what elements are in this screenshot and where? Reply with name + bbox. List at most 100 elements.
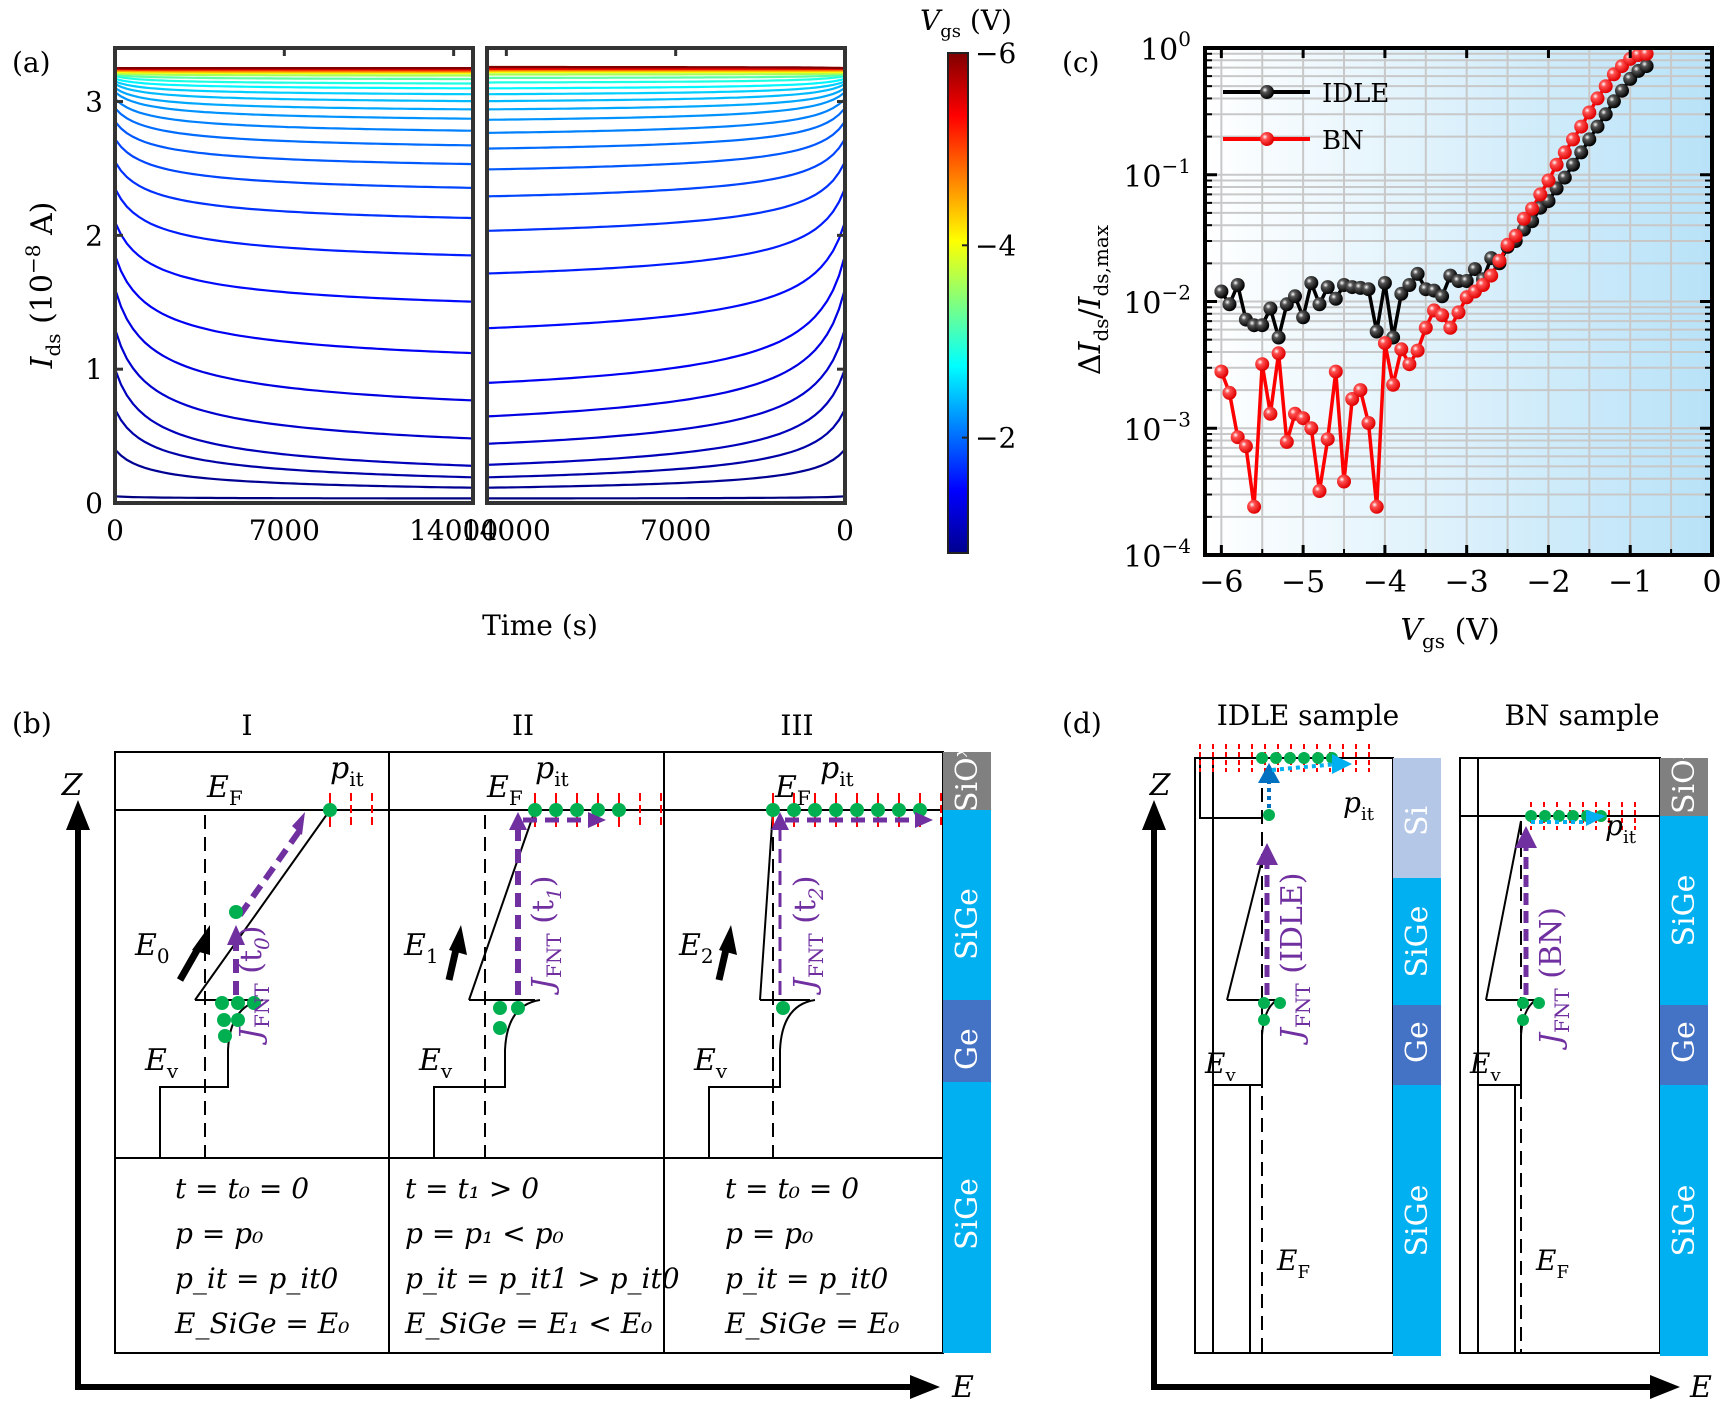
c-point-idle bbox=[1410, 266, 1425, 281]
d-layer-sige bbox=[1660, 1085, 1708, 1356]
a-stress-curve bbox=[114, 71, 474, 75]
valence-band-edge bbox=[708, 999, 816, 1158]
layer-sige-top bbox=[943, 810, 991, 1000]
condition-text: p = p₀ bbox=[175, 1217, 263, 1250]
c-point-bn bbox=[1549, 157, 1564, 172]
tunneling-arrowhead-icon bbox=[509, 812, 527, 830]
c-point-idle bbox=[1377, 276, 1392, 290]
c-point-bn bbox=[1296, 411, 1311, 426]
a-recovery-curve bbox=[487, 495, 846, 500]
a-recovery-curve bbox=[486, 107, 846, 150]
d-label-pit: pit bbox=[1343, 786, 1375, 825]
label-jfnt-text: JFNT (t2) bbox=[788, 876, 828, 997]
a-stress-curve bbox=[113, 328, 474, 440]
band-slope bbox=[468, 809, 536, 1001]
a-xtick-label: 0 bbox=[106, 514, 124, 547]
c-ticks: −6 −5 −4 −3 −2 −1 0 10−4 10−3 10−2 10−1 100 bbox=[1123, 27, 1721, 600]
a-stress-curve bbox=[114, 73, 473, 81]
c-point-bn bbox=[1418, 320, 1433, 335]
colorbar-tick-label: −4 bbox=[975, 229, 1016, 262]
d-layer-sige bbox=[1393, 1085, 1441, 1356]
c-xtick-label: −5 bbox=[1281, 565, 1325, 600]
c-point-bn bbox=[1508, 228, 1523, 243]
c-xtick-label: −3 bbox=[1445, 565, 1489, 600]
c-point-idle bbox=[1304, 276, 1319, 290]
panel-label-d: (d) bbox=[1062, 707, 1102, 740]
layer-label-siox: SiOx bbox=[948, 746, 985, 812]
trapped-hole-dot bbox=[808, 803, 822, 817]
c-point-bn bbox=[1402, 357, 1417, 372]
label-ev: Ev bbox=[418, 1043, 453, 1083]
c-xtick-label: 0 bbox=[1702, 565, 1721, 600]
d-z-arrowhead-icon bbox=[1142, 800, 1166, 830]
d-layer-si bbox=[1393, 758, 1441, 878]
b-column-2: EF Ev pit E1 JFNT (t1) bbox=[403, 751, 662, 1158]
a-stress-frame bbox=[113, 46, 475, 505]
a-xtick-label: 0 bbox=[836, 514, 854, 547]
c-point-bn bbox=[1255, 357, 1270, 372]
label-pit: pit bbox=[330, 751, 364, 791]
d-layer-sio bbox=[1660, 758, 1708, 816]
d-cyan-arrow bbox=[1271, 762, 1338, 772]
d-label-ef: EF bbox=[1276, 1244, 1310, 1283]
c-point-bn bbox=[1639, 46, 1654, 61]
c-y-axis-label: ΔIds/Ids,max bbox=[1073, 224, 1113, 375]
trapped-hole-dot bbox=[871, 803, 885, 817]
a-recovery-curve bbox=[486, 188, 847, 275]
c-point-bn bbox=[1328, 364, 1343, 379]
a-recovery-frame-bg bbox=[487, 48, 845, 503]
b-e-axis-label: E bbox=[951, 1370, 974, 1405]
legend-marker-bn bbox=[1260, 132, 1274, 146]
field-arrowhead-icon bbox=[719, 925, 737, 955]
a-stress-curve bbox=[114, 138, 474, 189]
layer-sige-bottom bbox=[943, 1082, 991, 1353]
a-stress-curve bbox=[114, 495, 473, 500]
condition-text: E_SiGe = E₀ bbox=[724, 1307, 899, 1340]
hole-dot bbox=[215, 996, 229, 1010]
title-bn-sample: BN sample bbox=[1504, 699, 1659, 732]
a-recovery-curve bbox=[487, 83, 846, 103]
c-point-bn bbox=[1533, 187, 1548, 202]
trapped-hole-dot bbox=[549, 803, 563, 817]
d-layer-label: Ge bbox=[1667, 1021, 1702, 1063]
c-point-bn bbox=[1361, 416, 1376, 430]
trapped-hole-dot bbox=[591, 803, 605, 817]
panel-label-c: (c) bbox=[1062, 46, 1100, 79]
a-stress-curve bbox=[114, 221, 474, 303]
c-point-bn bbox=[1582, 105, 1597, 120]
c-point-idle bbox=[1312, 297, 1327, 312]
title-idle-sample: IDLE sample bbox=[1217, 699, 1400, 732]
a-stress-curve bbox=[114, 107, 474, 147]
panel-b: (b) I II III Z E SiOx SiGe Ge SiGe EF Ev p… bbox=[12, 707, 991, 1405]
column-label-I: I bbox=[241, 709, 252, 742]
c-xtick-label: −6 bbox=[1199, 565, 1243, 600]
b-column-3: EF Ev pit E2 JFNT (t2) bbox=[678, 751, 942, 1158]
c-point-idle bbox=[1606, 94, 1621, 109]
tunneling-arrowhead-icon bbox=[227, 925, 245, 945]
d-layer-label: SiGe bbox=[1667, 1185, 1702, 1257]
a-recovery-curve bbox=[486, 368, 847, 466]
d-layer-ge bbox=[1393, 1005, 1441, 1085]
d-layer-label: SiOx bbox=[1665, 748, 1702, 814]
d-idle-diagram: Si SiGe Ge SiGe Ev EF pit JFNT (IDLE) bbox=[1194, 744, 1441, 1356]
c-point-bn bbox=[1435, 308, 1450, 323]
legend-label-idle: IDLE bbox=[1322, 79, 1389, 109]
c-ytick-label: 100 bbox=[1140, 27, 1191, 68]
a-recovery-curve bbox=[486, 255, 847, 384]
valence-band-edge bbox=[433, 999, 541, 1158]
colorbar-tick-label: −6 bbox=[975, 37, 1016, 70]
label-ef: EF bbox=[486, 770, 523, 810]
a-stress-curve bbox=[114, 75, 473, 85]
tunneling-arrowhead-icon bbox=[292, 812, 305, 835]
trapped-hole-dot bbox=[323, 803, 337, 817]
c-point-idle bbox=[1402, 278, 1417, 292]
label-pit: pit bbox=[820, 751, 854, 791]
c-point-bn bbox=[1312, 484, 1327, 498]
d-label-pit: pit bbox=[1605, 809, 1637, 848]
band-slope bbox=[759, 809, 810, 1001]
c-point-bn bbox=[1345, 392, 1360, 406]
hole-dot bbox=[231, 996, 245, 1010]
b-layer-stack: SiOx SiGe Ge SiGe bbox=[943, 746, 991, 1353]
d-trapped-hole-dot bbox=[1270, 752, 1282, 764]
